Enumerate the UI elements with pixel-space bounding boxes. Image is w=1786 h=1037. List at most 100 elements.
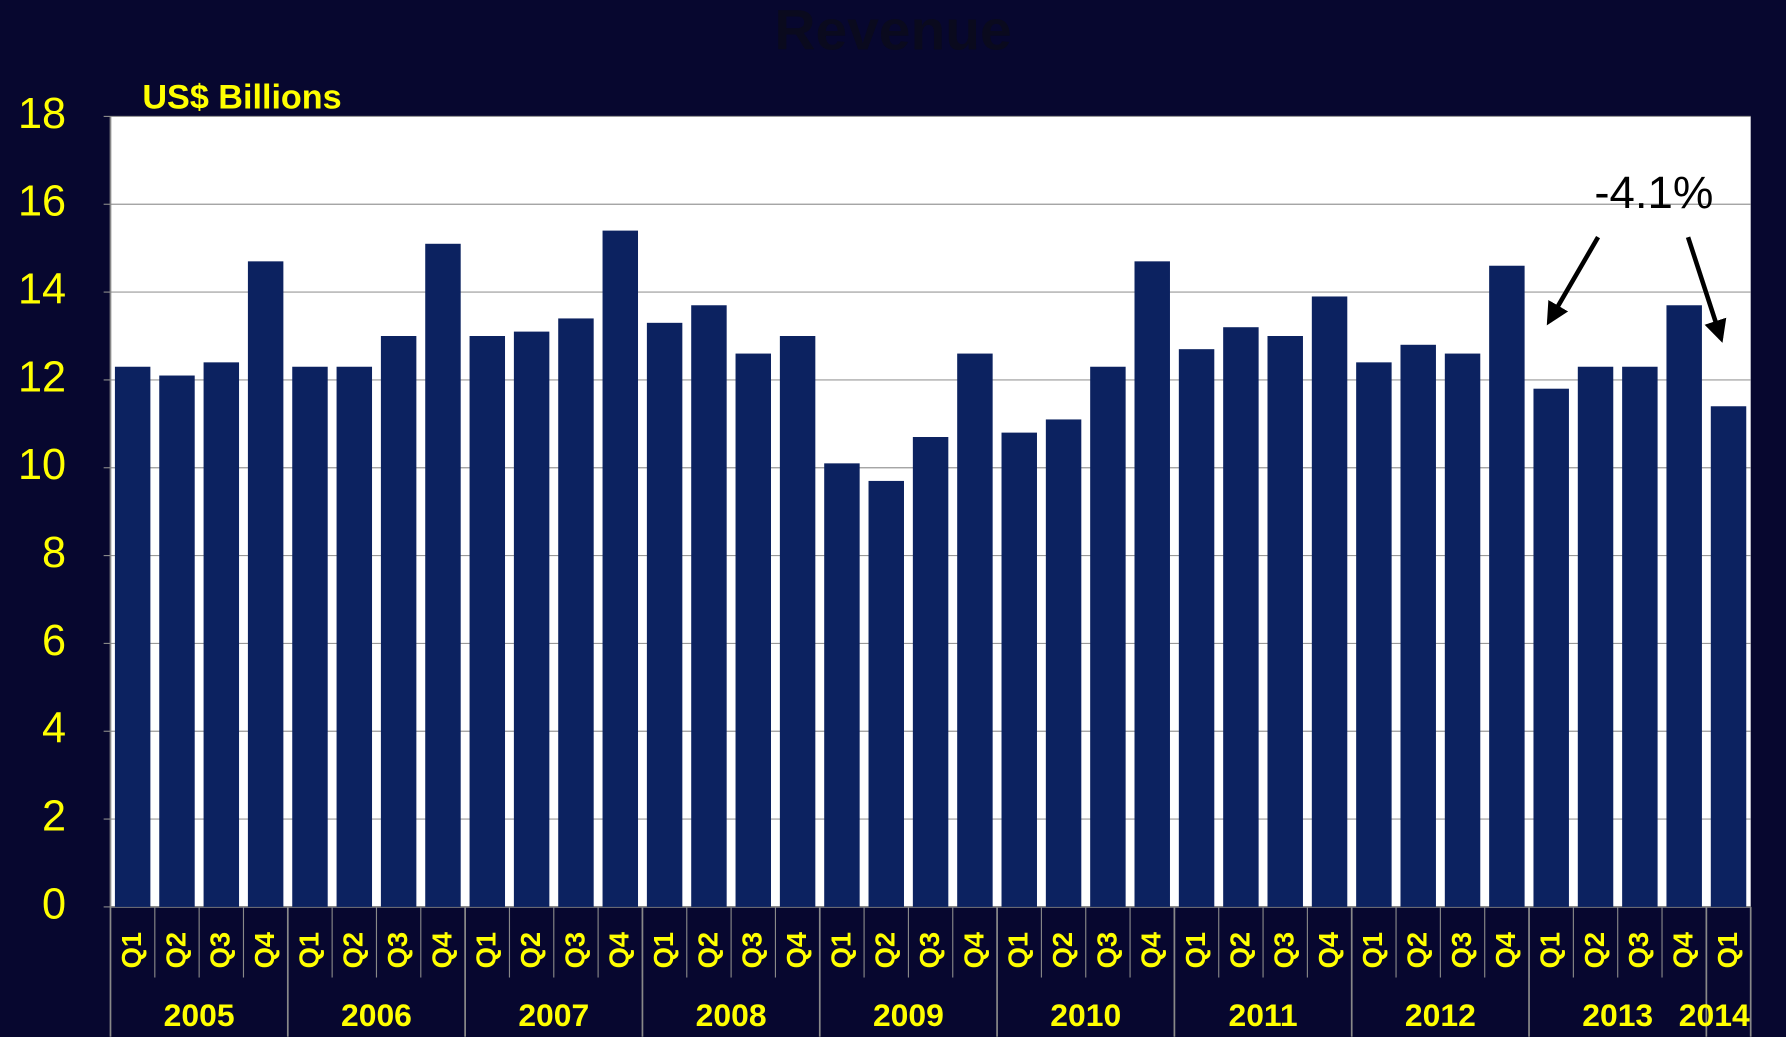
bar [1223, 327, 1259, 907]
bar [691, 305, 727, 907]
x-tick-label: Q3 [1269, 932, 1300, 968]
x-tick-label: Q2 [160, 932, 191, 968]
bar [602, 230, 639, 907]
bar [1267, 336, 1303, 907]
x-tick-label: Q1 [293, 932, 324, 968]
bar [1356, 362, 1392, 907]
bar [735, 353, 772, 907]
x-tick-label: Q4 [426, 931, 457, 968]
x-tick-label: Q3 [382, 932, 413, 968]
x-tick-label: Q4 [1136, 931, 1167, 968]
bar [1001, 432, 1037, 907]
x-tick-label: Q4 [781, 931, 812, 968]
x-tick-label: Q2 [338, 932, 369, 968]
x-tick-label: Q3 [559, 932, 590, 968]
bar [779, 336, 816, 907]
chart-title: Revenue [774, 0, 1011, 62]
bar [1444, 353, 1481, 907]
x-tick-label: Q2 [1224, 932, 1255, 968]
bar [1090, 366, 1126, 907]
x-tick-label: Q1 [1712, 932, 1743, 968]
y-tick-label: 6 [42, 617, 66, 665]
x-tick-label: Q4 [1668, 931, 1699, 968]
annotation-arrow [1546, 236, 1601, 326]
x-tick-label: Q2 [1579, 932, 1610, 968]
bar [1045, 419, 1082, 907]
bar [868, 480, 904, 907]
x-tick-label: Q2 [1402, 932, 1433, 968]
x-tick-label: Q2 [692, 932, 723, 968]
bar [114, 366, 151, 907]
annotation-arrow [1685, 236, 1727, 343]
bar [1577, 366, 1614, 907]
bar [558, 318, 594, 907]
x-tick-label: Q3 [737, 932, 768, 968]
x-group-label: 2011 [1228, 997, 1297, 1033]
x-tick-label: Q1 [825, 932, 856, 968]
y-axis-label: US$ Billions [142, 78, 341, 116]
bar [912, 437, 949, 907]
bar [469, 336, 506, 907]
x-tick-label: Q3 [1623, 932, 1654, 968]
bar [336, 366, 373, 907]
x-group-label: 2008 [696, 997, 767, 1033]
x-group-label: 2014 [1679, 997, 1750, 1033]
x-group-label: 2012 [1405, 997, 1476, 1033]
y-tick-label: 14 [18, 266, 66, 314]
x-tick-label: Q1 [116, 932, 147, 968]
x-tick-label: Q3 [1446, 932, 1477, 968]
bar [1400, 344, 1436, 907]
bar [380, 336, 417, 907]
bar [1134, 261, 1170, 907]
y-tick-label: 16 [18, 178, 66, 226]
x-tick-label: Q1 [1357, 932, 1388, 968]
bar [1666, 305, 1702, 907]
bar [646, 322, 683, 907]
x-tick-label: Q2 [870, 932, 901, 968]
x-group-label: 2005 [164, 997, 235, 1033]
x-group-label: 2006 [341, 997, 412, 1033]
y-tick-label: 12 [18, 353, 66, 401]
bar [159, 375, 195, 907]
x-tick-label: Q3 [914, 932, 945, 968]
y-tick-label: 10 [18, 441, 66, 489]
x-tick-label: Q2 [1047, 932, 1078, 968]
x-tick-label: Q3 [1091, 932, 1122, 968]
x-tick-label: Q1 [1535, 932, 1566, 968]
y-tick-label: 18 [18, 90, 66, 138]
x-group-label: 2009 [873, 997, 944, 1033]
x-tick-label: Q1 [471, 932, 502, 968]
y-tick-label: 4 [42, 705, 66, 753]
bar [1311, 296, 1348, 907]
y-tick-label: 8 [42, 529, 66, 577]
y-tick-label: 2 [42, 793, 66, 841]
x-tick-label: Q4 [1490, 931, 1521, 968]
bar [425, 243, 461, 907]
bar [824, 463, 860, 907]
bar [247, 261, 284, 907]
bar [957, 353, 993, 907]
bar [1489, 265, 1525, 907]
x-group-label: 2007 [518, 997, 589, 1033]
bar [1710, 406, 1747, 907]
x-group-label: 2010 [1050, 997, 1121, 1033]
x-tick-label: Q4 [604, 931, 635, 968]
marks: 0 2 4 6 8 10 12 14 16 18 Q1 Q2 Q3 Q4 2005 Q1 Q2 Q3 Q4 2006 Q… [18, 90, 1752, 1037]
x-tick-label: Q1 [648, 932, 679, 968]
bar [203, 362, 240, 907]
x-tick-label: Q4 [249, 931, 280, 968]
annotation: -4.1% [1594, 167, 1713, 218]
bar [1622, 366, 1658, 907]
x-tick-label: Q4 [958, 931, 989, 968]
bar [1533, 388, 1569, 907]
bar [513, 331, 550, 907]
x-tick-label: Q1 [1003, 932, 1034, 968]
x-tick-label: Q3 [205, 932, 236, 968]
y-tick-label: 0 [42, 880, 66, 928]
bar [292, 366, 328, 907]
x-tick-label: Q2 [515, 932, 546, 968]
x-group-label: 2013 [1582, 997, 1653, 1033]
x-tick-label: Q4 [1313, 931, 1344, 968]
